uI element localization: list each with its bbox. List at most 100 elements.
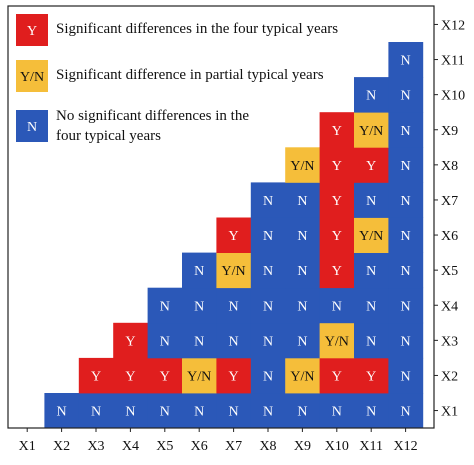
cell-label-x2-x5: Y	[160, 369, 170, 384]
cell-x5-x8	[250, 252, 286, 289]
cell-x2-x12	[388, 357, 424, 394]
x-tick-label-x3: X3	[87, 439, 104, 454]
cell-x2-x7	[216, 357, 252, 394]
legend-label-y: Significant differences in the four typi…	[56, 21, 338, 37]
y-tick-label-x3: X3	[441, 334, 458, 349]
cell-label-x3-x4: Y	[125, 334, 135, 349]
cell-x3-x4	[113, 322, 148, 359]
x-tick-label-x9: X9	[294, 439, 311, 454]
cell-label-x9-x12: N	[401, 124, 411, 139]
cell-label-x7-x10: Y	[332, 194, 342, 209]
legend-label-yn: Significant difference in partial typica…	[56, 67, 324, 83]
cell-x2-x8	[250, 357, 286, 394]
legend-label-n-line1: No significant differences in the	[56, 108, 249, 124]
x-tick-label-x2: X2	[53, 439, 70, 454]
cell-x1-x5	[147, 393, 183, 429]
cell-x7-x10	[319, 182, 355, 218]
cell-label-x3-x11: N	[366, 334, 376, 349]
cell-label-x8-x10: Y	[332, 159, 342, 174]
cell-label-x7-x12: N	[401, 194, 411, 209]
cell-x3-x7	[216, 322, 252, 359]
cell-x1-x8	[250, 393, 286, 429]
legend-swatch-y	[16, 14, 48, 46]
cell-x4-x11	[354, 287, 389, 324]
cell-x7-x8	[250, 182, 286, 218]
y-tick-label-x9: X9	[441, 124, 458, 139]
cell-label-x5-x7: Y/N	[222, 264, 246, 279]
cell-label-x1-x12: N	[401, 405, 411, 420]
cell-label-x1-x4: N	[125, 405, 135, 420]
cell-x3-x6	[182, 322, 217, 359]
cell-x8-x12	[388, 147, 424, 183]
cell-x3-x11	[354, 322, 389, 359]
cell-label-x7-x8: N	[263, 194, 273, 209]
cell-label-x1-x11: N	[366, 405, 376, 420]
y-tick-label-x10: X10	[441, 89, 465, 104]
cell-label-x3-x8: N	[263, 334, 273, 349]
cell-x5-x9	[285, 252, 320, 289]
cell-label-x3-x9: N	[297, 334, 307, 349]
cell-x2-x5	[147, 357, 183, 394]
cell-x8-x9	[285, 147, 320, 183]
cell-x2-x3	[78, 357, 114, 394]
cell-label-x5-x10: Y	[332, 264, 342, 279]
cell-label-x4-x6: N	[194, 299, 204, 314]
y-tick-label-x8: X8	[441, 159, 458, 174]
legend-swatch-yn-code: Y/N	[20, 70, 44, 85]
cell-x2-x10	[319, 357, 355, 394]
x-tick-label-x8: X8	[259, 439, 276, 454]
cell-x4-x6	[182, 287, 217, 324]
cell-label-x1-x6: N	[194, 405, 204, 420]
cell-label-x6-x11: Y/N	[359, 229, 383, 244]
cell-label-x3-x7: N	[229, 334, 239, 349]
x-tick-label-x12: X12	[394, 439, 418, 454]
cell-x9-x11	[354, 112, 389, 148]
cell-label-x1-x9: N	[297, 405, 307, 420]
cell-label-x4-x10: N	[332, 299, 342, 314]
cell-x6-x7	[216, 217, 252, 253]
x-tick-label-x7: X7	[225, 439, 242, 454]
cell-x2-x11	[354, 357, 389, 394]
y-tick-label-x6: X6	[441, 229, 458, 244]
cell-x5-x11	[354, 252, 389, 289]
cell-x7-x9	[285, 182, 320, 218]
cell-x2-x9	[285, 357, 320, 394]
cell-x10-x12	[388, 77, 424, 113]
plot-frame	[7, 5, 435, 429]
cell-x8-x10	[319, 147, 355, 183]
cell-label-x5-x8: N	[263, 264, 273, 279]
cell-x4-x5	[147, 287, 183, 324]
heatmap-cells: N N N N N N N N N N N Y Y Y Y/N Y N Y/N Y Y N Y N N N N N Y/N N N N N N N…	[44, 42, 424, 429]
cell-x8-x11	[354, 147, 389, 183]
cell-label-x9-x11: Y/N	[359, 124, 383, 139]
cell-label-x6-x8: N	[263, 229, 273, 244]
cell-label-x8-x12: N	[401, 159, 411, 174]
cell-label-x6-x12: N	[401, 229, 411, 244]
cell-label-x6-x10: Y	[332, 229, 342, 244]
cell-x6-x9	[285, 217, 320, 253]
cell-x4-x8	[250, 287, 286, 324]
cell-label-x2-x4: Y	[125, 369, 135, 384]
legend-label-n-line2: four typical years	[56, 128, 161, 144]
cell-label-x6-x7: Y	[229, 229, 239, 244]
cell-label-x1-x10: N	[332, 405, 342, 420]
cell-x11-x12	[388, 42, 424, 78]
cell-label-x1-x7: N	[229, 405, 239, 420]
cell-label-x2-x9: Y/N	[290, 369, 314, 384]
legend-swatch-yn	[16, 60, 48, 92]
cell-label-x5-x12: N	[401, 264, 411, 279]
cell-label-x4-x7: N	[229, 299, 239, 314]
cell-x7-x12	[388, 182, 424, 218]
cell-x9-x10	[319, 112, 355, 148]
y-tick-label-x2: X2	[441, 369, 458, 384]
cell-label-x4-x5: N	[160, 299, 170, 314]
cell-x9-x12	[388, 112, 424, 148]
cell-label-x1-x8: N	[263, 405, 273, 420]
legend: Y Significant differences in the four ty…	[16, 14, 338, 144]
x-tick-label-x11: X11	[359, 439, 383, 454]
axis-ticks: X1 X2 X3 X4 X5 X6 X7 X8 X9 X10 X11 X12 X1 X2 X3 X4 X5 X6 X…	[19, 18, 465, 454]
cell-x5-x10	[319, 252, 355, 289]
cell-label-x5-x6: N	[194, 264, 204, 279]
y-tick-label-x4: X4	[441, 299, 458, 314]
